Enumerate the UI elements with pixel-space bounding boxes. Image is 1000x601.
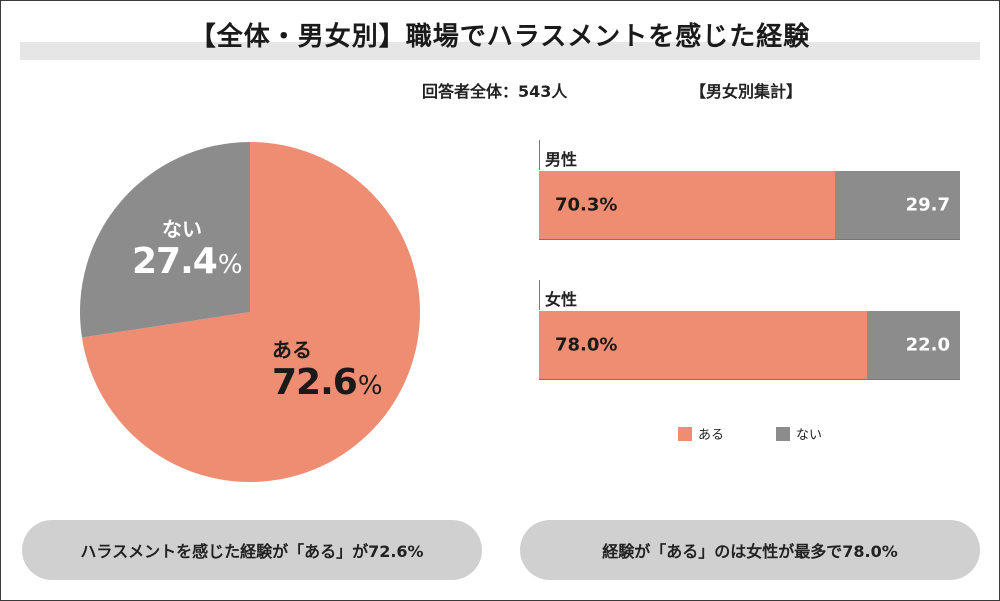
bar-male-value-aru: 70.3% — [555, 194, 618, 216]
bar-male-value-nai: 29.7 — [905, 194, 950, 216]
chart-title: 【全体・男女別】職場でハラスメントを感じた経験 — [189, 22, 811, 52]
bar-female: 78.0% 22.0 — [539, 311, 960, 379]
pie-label-nai-category: ない — [162, 217, 202, 241]
bar-female-value-aru: 78.0% — [555, 334, 618, 356]
legend-swatch-aru — [678, 426, 692, 441]
pie-label-aru-value: 72.6% — [272, 362, 383, 406]
pie-label-nai-unit: % — [217, 250, 243, 280]
bar-male: 70.3% 29.7 — [539, 171, 960, 239]
bar-female-segment-aru: 78.0% — [539, 311, 868, 379]
summary-pill-overall: ハラスメントを感じた経験が「ある」が72.6% — [22, 520, 482, 580]
bar-female-label: 女性 — [545, 290, 578, 309]
pie-label-nai-number: 27.4 — [132, 241, 218, 282]
pie-label-aru-category: ある — [272, 338, 312, 362]
pie-chart — [80, 142, 421, 483]
pie-label-nai-value: 27.4% — [132, 241, 243, 285]
title-underline-bar — [20, 42, 980, 60]
bar-female-tick — [539, 280, 540, 310]
legend-item-aru: ある — [678, 424, 724, 443]
pie-label-aru: ある 72.6% — [272, 334, 383, 406]
legend-label-nai: ない — [796, 428, 823, 443]
pie-slice-aru — [81, 142, 421, 483]
bar-female-segment-nai: 22.0 — [867, 311, 960, 379]
pie-label-nai: ない 27.4% — [132, 213, 243, 285]
legend-label-aru: ある — [698, 428, 725, 443]
legend-item-nai: ない — [776, 424, 822, 443]
bar-male-segment-nai: 29.7 — [834, 171, 960, 239]
respondent-count: 回答者全体：543人 — [422, 82, 568, 101]
gender-section-label: 【男女別集計】 — [690, 82, 803, 101]
pie-label-aru-unit: % — [357, 371, 383, 401]
bar-male-tick — [539, 140, 540, 170]
bar-male-label: 男性 — [545, 150, 578, 169]
pie-label-aru-number: 72.6 — [272, 362, 358, 403]
legend-swatch-nai — [776, 426, 790, 441]
bar-male-segment-aru: 70.3% — [539, 171, 835, 239]
bar-female-value-nai: 22.0 — [905, 334, 950, 356]
summary-pill-gender: 経験が「ある」のは女性が最多で78.0% — [520, 520, 980, 580]
pie-slice-nai — [80, 142, 250, 338]
